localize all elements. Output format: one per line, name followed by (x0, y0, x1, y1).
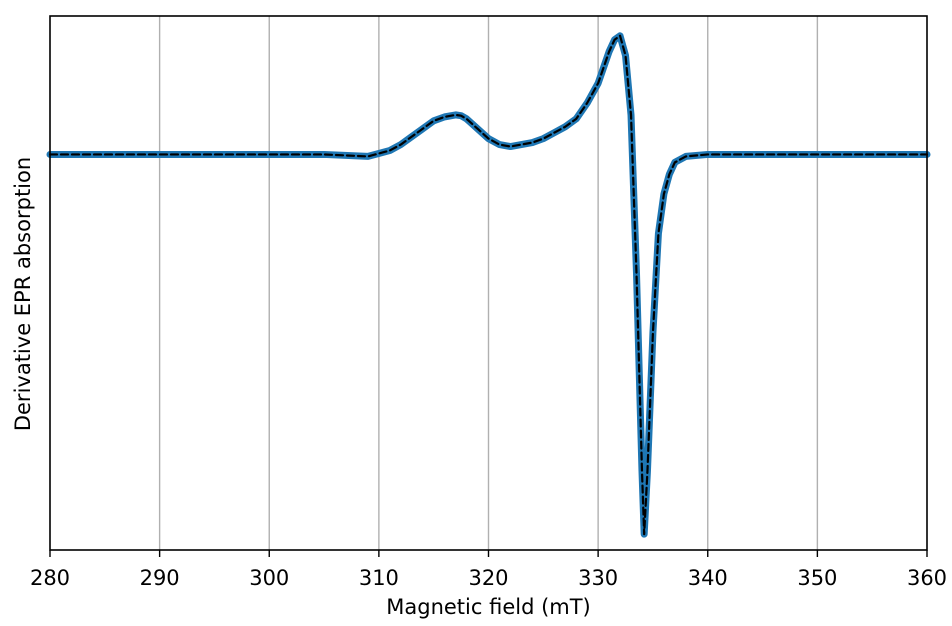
series-layer (46, 32, 931, 538)
x-tick-label: 350 (797, 566, 837, 590)
x-tick-label: 280 (30, 566, 70, 590)
x-tick-label: 300 (249, 566, 289, 590)
x-tick-label: 330 (578, 566, 618, 590)
x-tick-label: 360 (907, 566, 947, 590)
x-tick-label: 290 (140, 566, 180, 590)
grid-layer (158, 16, 819, 550)
x-tick-label: 320 (468, 566, 508, 590)
x-ticks: 280 290 300 310 320 330 340 350 360 (30, 550, 947, 590)
x-tick-label: 310 (359, 566, 399, 590)
x-tick-label: 340 (688, 566, 728, 590)
x-axis-label: Magnetic field (mT) (386, 595, 591, 619)
y-axis-label: Derivative EPR absorption (11, 157, 35, 431)
fit-series-line (48, 34, 929, 536)
